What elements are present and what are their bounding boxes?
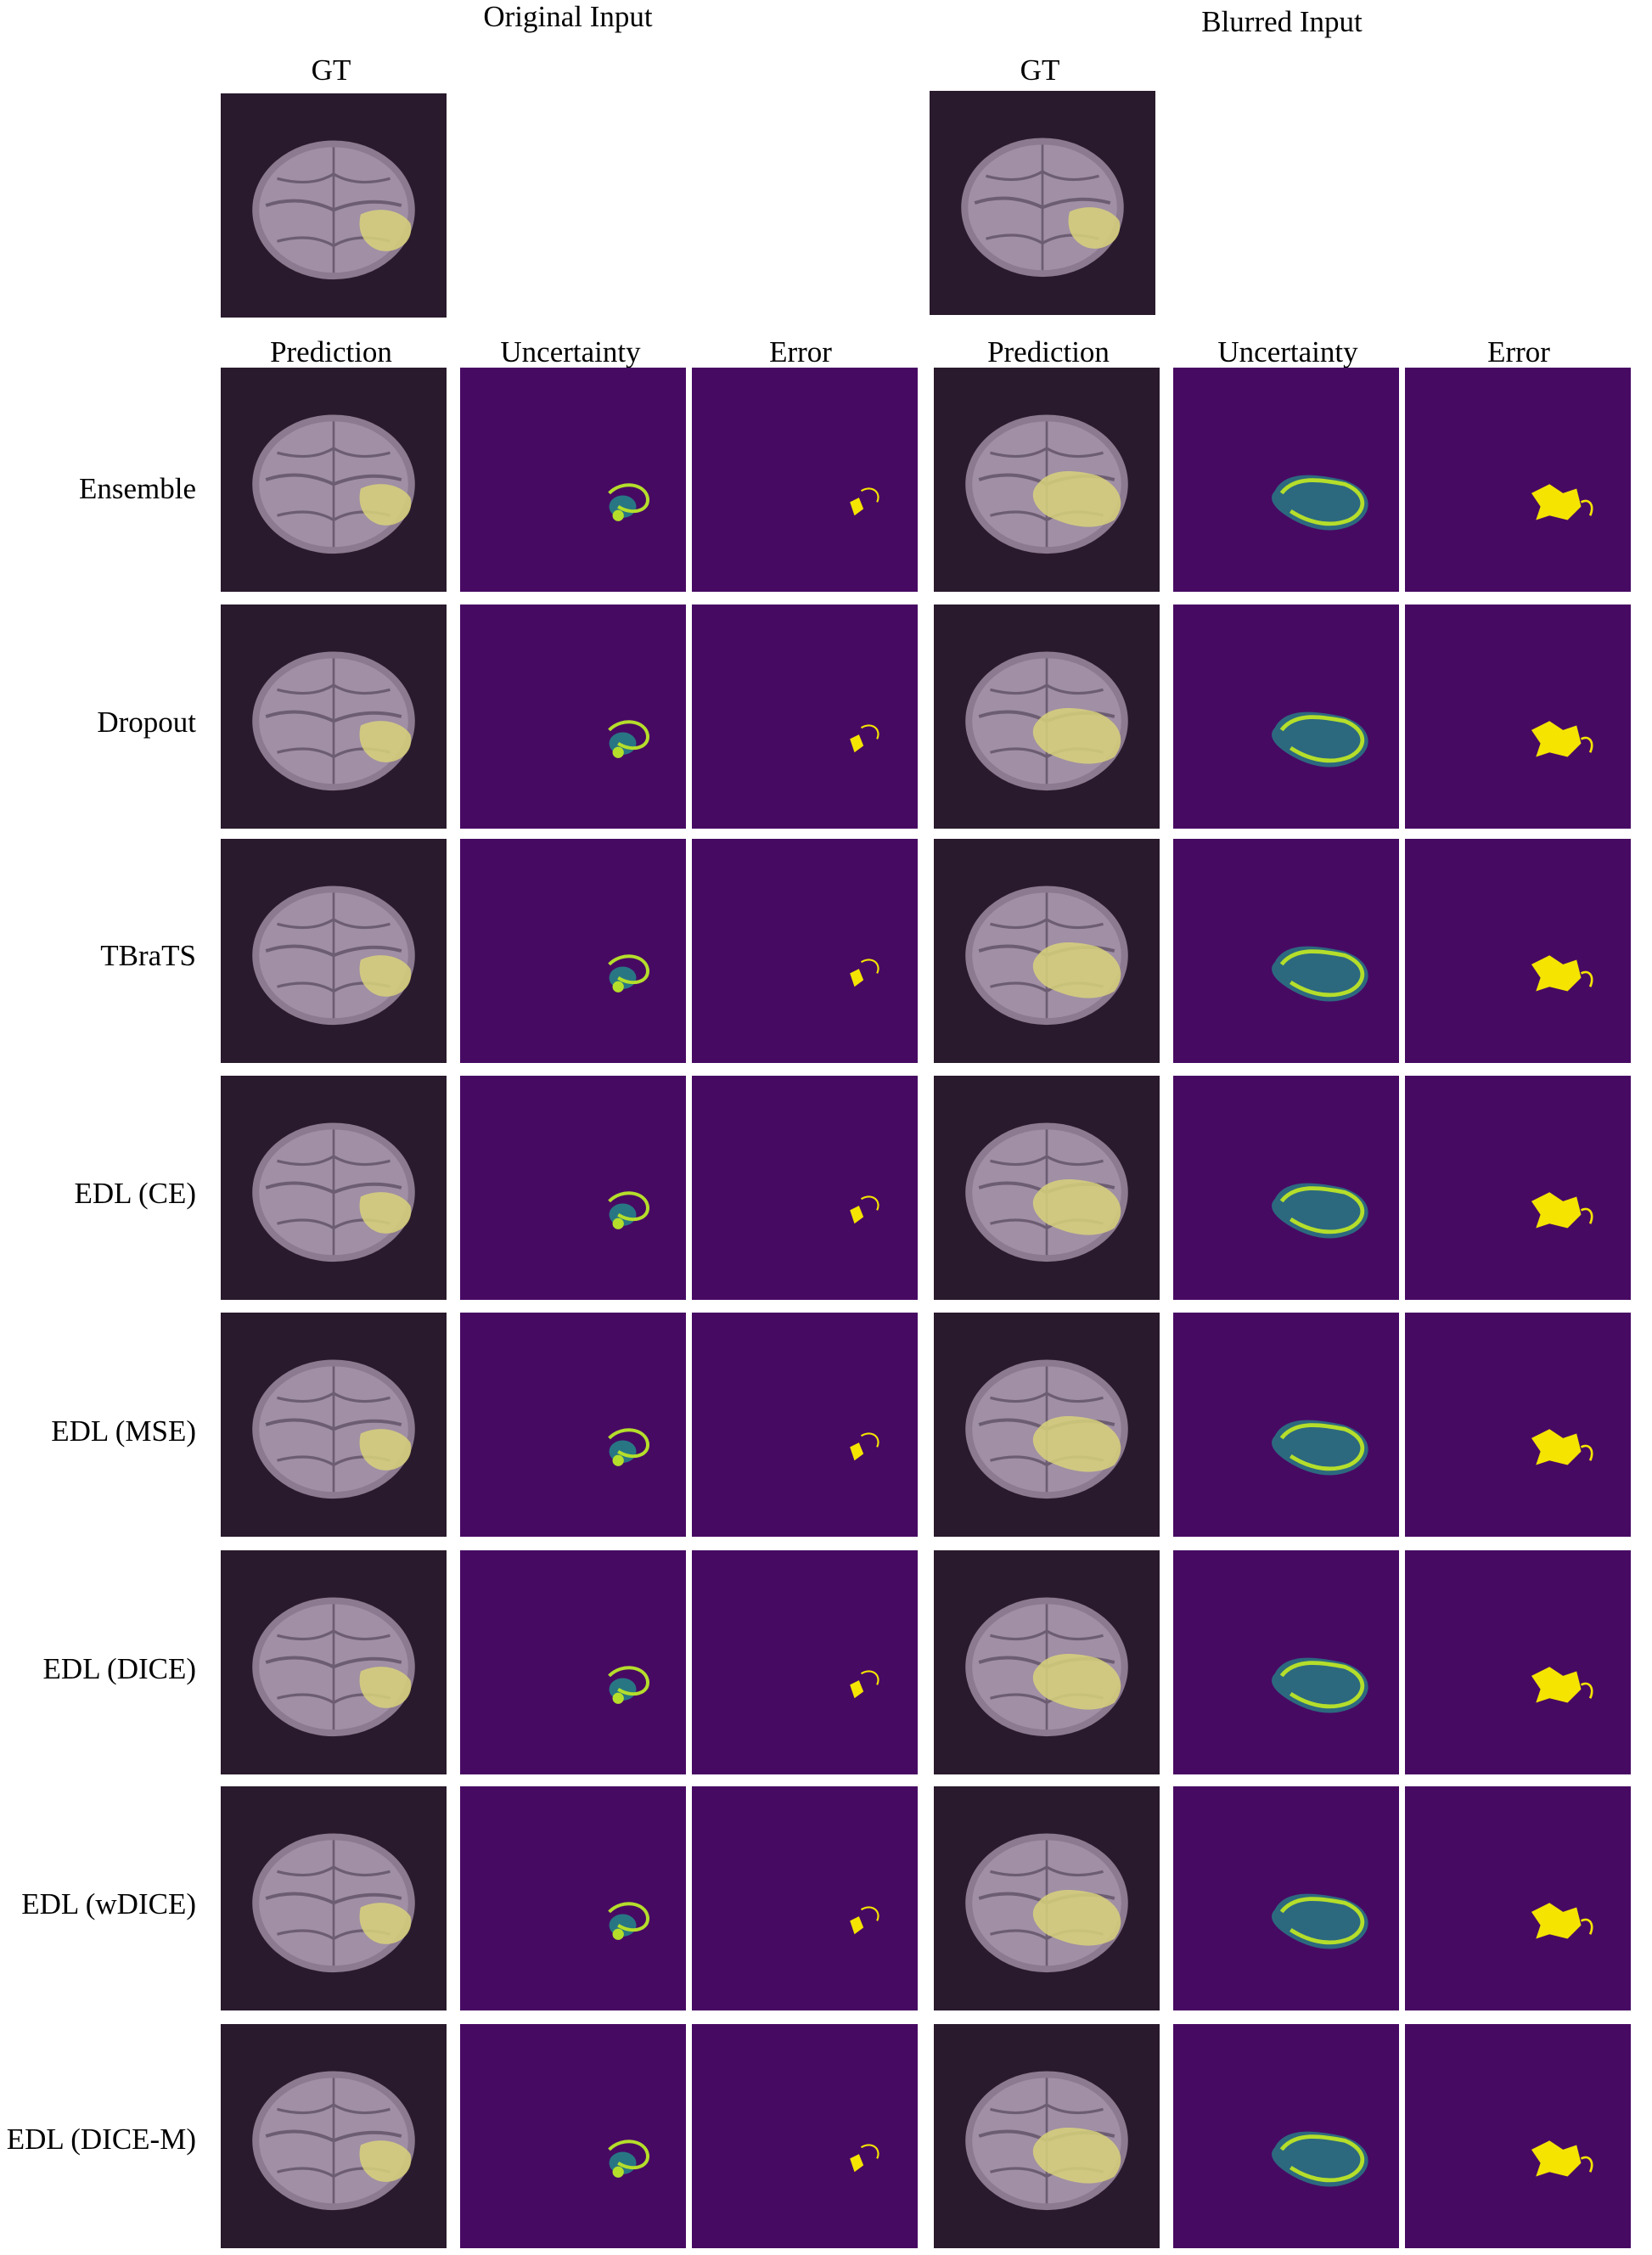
tbrats-uncertainty-original — [460, 839, 686, 1063]
row-label-ensemble: Ensemble — [78, 472, 196, 505]
group-title-blurred: Blurred Input — [1201, 5, 1363, 38]
edl-ce-error-original — [692, 1076, 918, 1300]
edl-dice-m-uncertainty-original — [460, 2024, 686, 2248]
row-label-dropout: Dropout — [97, 706, 196, 739]
row-label-tbrats: TBraTS — [100, 939, 196, 972]
group-title-original: Original Input — [483, 0, 653, 33]
edl-dice-error-blurred — [1405, 1550, 1631, 1774]
edl-ce-uncertainty-original — [460, 1076, 686, 1300]
edl-dice-prediction-original — [221, 1550, 447, 1774]
dropout-error-blurred — [1405, 605, 1631, 829]
tbrats-error-original — [692, 839, 918, 1063]
gt-image-original — [221, 93, 447, 318]
col-header-prediction-blurred: Prediction — [987, 335, 1110, 368]
row-label-edl-mse: EDL (MSE) — [51, 1414, 196, 1448]
edl-wdice-uncertainty-original — [460, 1786, 686, 2010]
edl-dice-m-error-original — [692, 2024, 918, 2248]
col-header-uncertainty-original: Uncertainty — [500, 335, 641, 368]
edl-ce-error-blurred — [1405, 1076, 1631, 1300]
edl-dice-m-prediction-blurred — [934, 2024, 1160, 2248]
col-header-prediction-original: Prediction — [270, 335, 392, 368]
edl-wdice-prediction-original — [221, 1786, 447, 2010]
col-header-error-original: Error — [769, 335, 832, 368]
edl-dice-error-original — [692, 1550, 918, 1774]
edl-mse-uncertainty-original — [460, 1313, 686, 1537]
edl-mse-error-original — [692, 1313, 918, 1537]
gt-image-blurred — [930, 91, 1155, 315]
edl-wdice-prediction-blurred — [934, 1786, 1160, 2010]
dropout-prediction-blurred — [934, 605, 1160, 829]
ensemble-prediction-original — [221, 368, 447, 592]
edl-wdice-error-blurred — [1405, 1786, 1631, 2010]
edl-mse-prediction-blurred — [934, 1313, 1160, 1537]
row-label-edl-wdice: EDL (wDICE) — [21, 1887, 196, 1920]
ensemble-error-original — [692, 368, 918, 592]
ensemble-uncertainty-original — [460, 368, 686, 592]
tbrats-error-blurred — [1405, 839, 1631, 1063]
tbrats-prediction-original — [221, 839, 447, 1063]
gt-label-original: GT — [311, 53, 351, 87]
edl-dice-m-prediction-original — [221, 2024, 447, 2248]
dropout-uncertainty-blurred — [1173, 605, 1399, 829]
col-header-uncertainty-blurred: Uncertainty — [1217, 335, 1358, 368]
gt-label-blurred: GT — [1020, 53, 1060, 87]
edl-ce-uncertainty-blurred — [1173, 1076, 1399, 1300]
row-label-edl-ce: EDL (CE) — [74, 1177, 196, 1210]
row-label-edl-dice-m: EDL (DICE-M) — [6, 2123, 196, 2156]
edl-dice-uncertainty-original — [460, 1550, 686, 1774]
edl-dice-uncertainty-blurred — [1173, 1550, 1399, 1774]
edl-dice-prediction-blurred — [934, 1550, 1160, 1774]
ensemble-error-blurred — [1405, 368, 1631, 592]
edl-wdice-error-original — [692, 1786, 918, 2010]
edl-dice-m-uncertainty-blurred — [1173, 2024, 1399, 2248]
edl-ce-prediction-blurred — [934, 1076, 1160, 1300]
edl-mse-uncertainty-blurred — [1173, 1313, 1399, 1537]
tbrats-prediction-blurred — [934, 839, 1160, 1063]
edl-mse-prediction-original — [221, 1313, 447, 1537]
dropout-uncertainty-original — [460, 605, 686, 829]
row-label-edl-dice: EDL (DICE) — [42, 1652, 196, 1685]
dropout-prediction-original — [221, 605, 447, 829]
ensemble-prediction-blurred — [934, 368, 1160, 592]
edl-wdice-uncertainty-blurred — [1173, 1786, 1399, 2010]
edl-mse-error-blurred — [1405, 1313, 1631, 1537]
col-header-error-blurred: Error — [1487, 335, 1550, 368]
ensemble-uncertainty-blurred — [1173, 368, 1399, 592]
edl-ce-prediction-original — [221, 1076, 447, 1300]
dropout-error-original — [692, 605, 918, 829]
edl-dice-m-error-blurred — [1405, 2024, 1631, 2248]
tbrats-uncertainty-blurred — [1173, 839, 1399, 1063]
